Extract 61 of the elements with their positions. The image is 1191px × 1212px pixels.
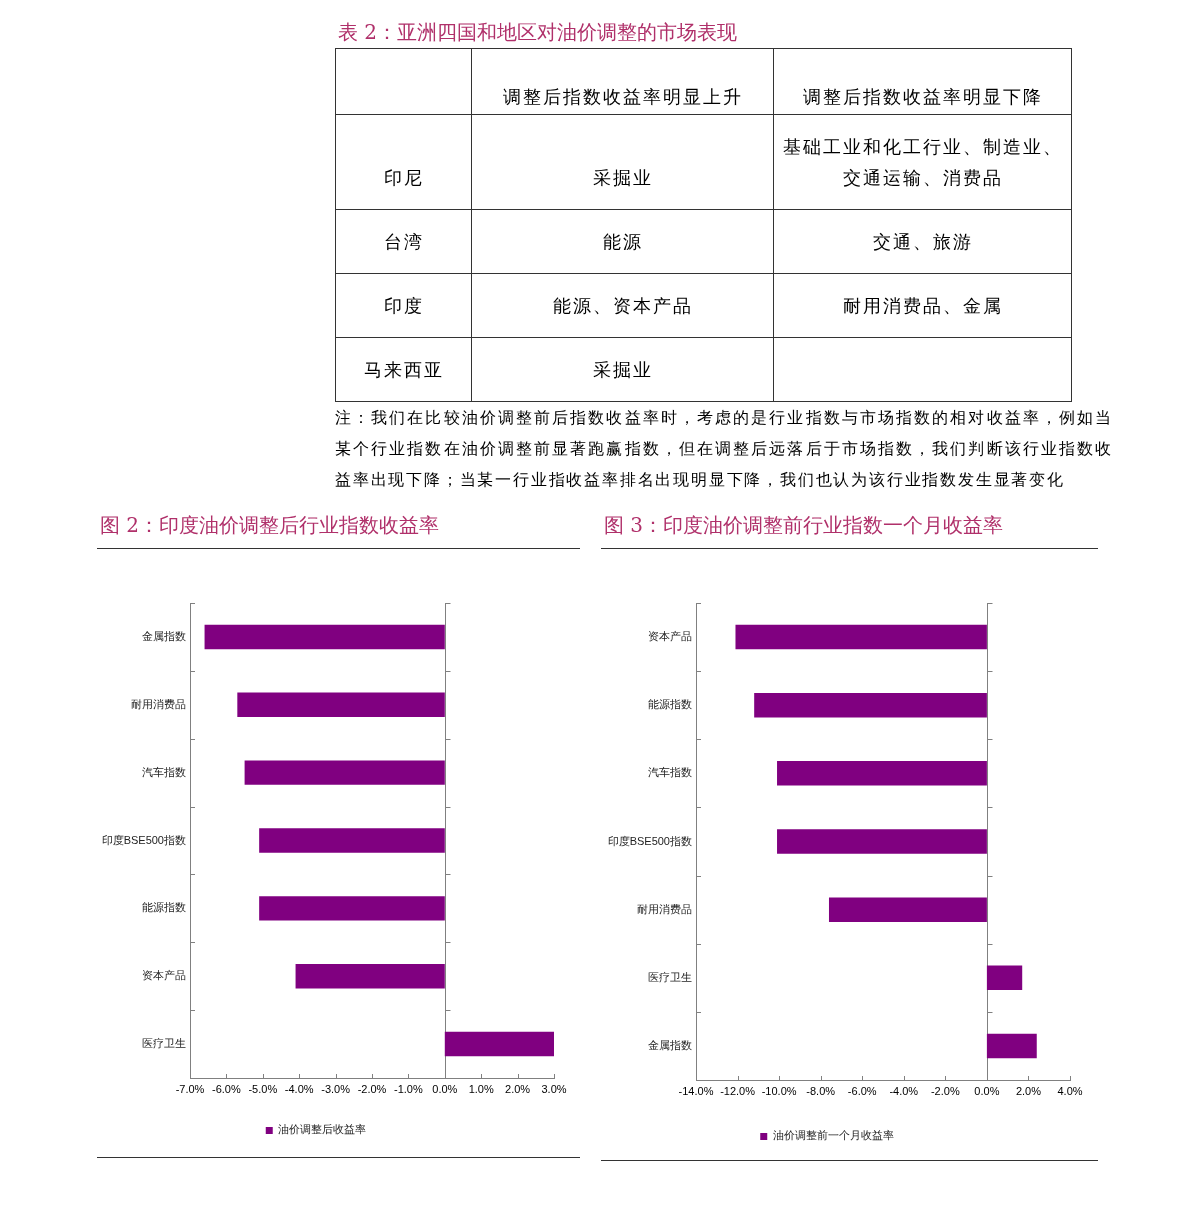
category-label: 印尼 — [383, 167, 424, 188]
bar — [735, 624, 987, 650]
category-label: 马来西亚 — [363, 359, 444, 380]
bar — [986, 965, 1023, 991]
category-label: 台湾 — [383, 231, 424, 252]
x-tick-label: -1.0% — [394, 1082, 423, 1095]
text: 采掘业 — [592, 167, 653, 188]
x-tick-label: -4.0% — [284, 1082, 314, 1095]
x-tick-label: -10.0% — [761, 1084, 797, 1097]
x-tick-label: -8.0% — [806, 1084, 836, 1097]
y-tick-label: 能源指数 — [142, 901, 186, 914]
x-tick-label: 4.0% — [1057, 1084, 1083, 1097]
x-tick-label: 2.0% — [1015, 1084, 1042, 1097]
y-tick-label: 金属指数 — [142, 629, 186, 642]
y-tick-label: 耐用消费品 — [131, 697, 186, 710]
x-tick-label: 2.0% — [505, 1082, 531, 1095]
legend-label: 油价调整前一个月收益率 — [772, 1129, 894, 1143]
y-tick-label: 金属指数 — [648, 1038, 692, 1051]
chart-title: 图 2：印度油价调整后行业指数收益率 — [97, 510, 580, 549]
chart-title: 图 3：印度油价调整前行业指数一个月收益率 — [601, 510, 1098, 549]
category-label: 印度 — [383, 295, 424, 316]
y-tick-label: 汽车指数 — [142, 765, 186, 778]
bar — [828, 897, 987, 922]
bar — [754, 692, 987, 718]
x-tick-label: 0.0% — [974, 1084, 1000, 1097]
y-tick-label: 医疗卫生 — [142, 1037, 186, 1050]
x-tick-label: -6.0% — [847, 1084, 877, 1097]
y-tick-label: 能源指数 — [648, 698, 692, 711]
x-tick-label: -4.0% — [889, 1084, 919, 1097]
text: 基础工业和化工行业、制造业、交通运输、消费品 — [782, 136, 1063, 188]
text: 交通、旅游 — [872, 231, 973, 252]
x-tick-label: -5.0% — [248, 1082, 278, 1095]
category-label: 调整后指数收益率明显上升 — [471, 48, 774, 115]
y-tick-label: 资本产品 — [142, 969, 186, 982]
category-label: 调整后指数收益率明显下降 — [773, 48, 1072, 115]
y-tick-label: 资本产品 — [648, 630, 692, 643]
x-tick-label: 0.0% — [432, 1082, 458, 1095]
text: 能源、资本产品 — [552, 295, 693, 316]
y-tick-label: 印度BSE500指数 — [607, 834, 692, 847]
legend-label: 油价调整后收益率 — [278, 1123, 367, 1137]
x-tick-label: -7.0% — [175, 1082, 205, 1095]
x-tick-label: -2.0% — [357, 1082, 387, 1095]
text: 采掘业 — [592, 359, 653, 380]
text: 注：我们在比较油价调整前后指数收益率时，考虑的是行业指数与市场指数的相对收益率，例如当某个行业指数在油价调整前显著跑赢指数，但在调整后远落后于市场指数，我们判断该行业指数收益率出现下降；当某一行业指收益率排名出现明显下降，我们也认为该行业指数发生显著变化 — [335, 407, 1113, 491]
y-tick-label: 医疗卫生 — [648, 970, 692, 983]
bar — [986, 1033, 1037, 1059]
x-tick-label: -6.0% — [212, 1082, 241, 1095]
x-tick-label: -14.0% — [678, 1084, 714, 1097]
x-tick-label: 3.0% — [541, 1082, 567, 1095]
x-tick-label: 1.0% — [468, 1082, 494, 1095]
x-tick-label: -12.0% — [720, 1084, 756, 1097]
x-tick-label: -2.0% — [930, 1084, 960, 1097]
text: 表 2：亚洲四国和地区对油价调整的市场表现 — [337, 20, 739, 46]
y-tick-label: 印度BSE500指数 — [101, 833, 186, 846]
bar — [777, 829, 987, 854]
y-tick-label: 耐用消费品 — [637, 902, 692, 915]
bar — [777, 761, 987, 786]
text: 耐用消费品、金属 — [842, 295, 1003, 316]
y-tick-label: 汽车指数 — [648, 766, 692, 779]
text: 能源 — [602, 231, 643, 252]
x-tick-label: -3.0% — [321, 1082, 351, 1095]
